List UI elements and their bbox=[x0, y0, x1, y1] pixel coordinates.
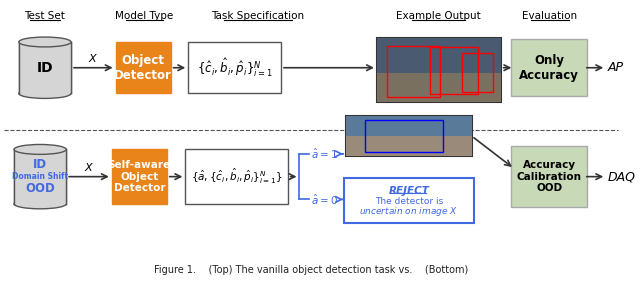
FancyBboxPatch shape bbox=[377, 38, 500, 102]
Text: $\hat{a} = 0$: $\hat{a} = 0$ bbox=[311, 192, 338, 207]
Bar bbox=[19, 42, 71, 93]
FancyBboxPatch shape bbox=[112, 149, 167, 204]
FancyBboxPatch shape bbox=[511, 39, 587, 96]
Bar bbox=[430, 47, 479, 94]
Text: Self-aware
Object
Detector: Self-aware Object Detector bbox=[108, 160, 171, 193]
Text: $\hat{a} = 1$: $\hat{a} = 1$ bbox=[311, 147, 338, 161]
Text: Evaluation: Evaluation bbox=[522, 11, 578, 21]
FancyBboxPatch shape bbox=[511, 146, 587, 207]
Ellipse shape bbox=[19, 89, 71, 98]
Text: Only
Accuracy: Only Accuracy bbox=[519, 54, 579, 82]
Text: $X$: $X$ bbox=[84, 161, 94, 173]
Text: uncertain on image $X$: uncertain on image $X$ bbox=[359, 205, 458, 218]
Text: ID: ID bbox=[36, 61, 53, 75]
Bar bbox=[14, 149, 66, 204]
Bar bbox=[365, 120, 443, 152]
Text: The detector is: The detector is bbox=[374, 197, 443, 206]
Text: Figure 1.    (Top) The vanilla object detection task vs.    (Bottom): Figure 1. (Top) The vanilla object detec… bbox=[154, 265, 468, 275]
Text: ID: ID bbox=[33, 158, 47, 171]
Bar bbox=[377, 38, 500, 73]
FancyBboxPatch shape bbox=[185, 149, 288, 204]
FancyBboxPatch shape bbox=[188, 42, 281, 93]
Bar bbox=[377, 73, 500, 102]
Text: Task Specification: Task Specification bbox=[211, 11, 305, 21]
Text: REJECT: REJECT bbox=[388, 186, 429, 195]
FancyBboxPatch shape bbox=[346, 116, 472, 156]
Text: $\{\hat{c}_i, \hat{b}_i, \hat{p}_i\}_{i=1}^{N}$: $\{\hat{c}_i, \hat{b}_i, \hat{p}_i\}_{i=… bbox=[196, 56, 273, 79]
Ellipse shape bbox=[19, 37, 71, 47]
Bar bbox=[14, 149, 66, 204]
FancyBboxPatch shape bbox=[116, 42, 171, 93]
Text: $X$: $X$ bbox=[88, 52, 99, 64]
Text: Test Set: Test Set bbox=[24, 11, 65, 21]
Text: AP: AP bbox=[608, 61, 624, 74]
Bar bbox=[462, 53, 493, 92]
FancyBboxPatch shape bbox=[344, 178, 474, 223]
Bar bbox=[346, 136, 472, 156]
Bar bbox=[19, 42, 71, 93]
Text: $\{\hat{a}, \{\hat{c}_i, \hat{b}_i, \hat{p}_i\}_{i=1}^{N}\}$: $\{\hat{a}, \{\hat{c}_i, \hat{b}_i, \hat… bbox=[191, 167, 282, 186]
Bar bbox=[346, 116, 472, 136]
Text: Object
Detector: Object Detector bbox=[114, 54, 172, 82]
Text: DAQ: DAQ bbox=[608, 170, 636, 183]
Text: OOD: OOD bbox=[25, 182, 55, 195]
Text: Example Output: Example Output bbox=[396, 11, 481, 21]
Text: Model Type: Model Type bbox=[115, 11, 173, 21]
Ellipse shape bbox=[14, 199, 66, 209]
Ellipse shape bbox=[14, 144, 66, 154]
Bar bbox=[387, 46, 440, 98]
Text: Accuracy
Calibration
OOD: Accuracy Calibration OOD bbox=[516, 160, 582, 193]
Text: Domain Shift: Domain Shift bbox=[12, 172, 68, 181]
